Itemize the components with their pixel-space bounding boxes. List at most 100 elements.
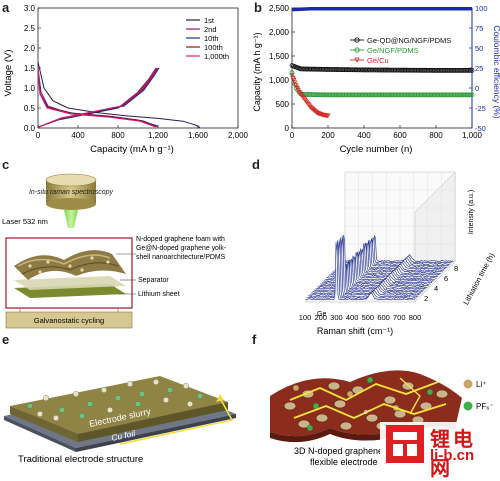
chart-d-zlabel: Lithiation time (h)	[461, 251, 496, 306]
chart-b-ytick-right-label: 0	[475, 84, 479, 93]
foam-pore	[328, 382, 340, 390]
chart-b-xtick-label: 400	[357, 131, 371, 140]
chart-b-xtick-label: 200	[321, 131, 335, 140]
laser-label: Laser 532 nm	[2, 217, 48, 226]
chart-a-series-charge	[38, 68, 156, 127]
watermark-logo-icon	[386, 425, 424, 463]
watermark-en: li-b.cn	[430, 447, 474, 464]
chart-a-ylabel: Voltage (V)	[3, 50, 14, 97]
electrolyte-ion	[367, 377, 373, 383]
chart-a-legend-label: 100th	[204, 43, 223, 52]
chart-d-xtick-label: 600	[377, 313, 390, 322]
li-ion-legend-dot	[464, 380, 473, 389]
chart-b-legend-label: Ge-QD@NG/NGF/PDMS	[367, 36, 451, 45]
chart-a-ytick-label: 2.5	[24, 24, 36, 33]
chart-b-ytick-right-label: 50	[475, 44, 483, 53]
chart-a-legend-label: 2nd	[204, 25, 217, 34]
chart-a-ytick-label: 1.5	[24, 64, 36, 73]
chart-a-ytick-label: 0.0	[24, 124, 36, 133]
chart-a-xtick-label: 2,000	[228, 131, 249, 140]
electrolyte-ion	[427, 389, 433, 395]
chart-b-ylabel-right: Coulombic efficiency (%)	[492, 25, 500, 119]
slurry-particle	[115, 395, 121, 401]
chart-a-xtick-label: 400	[71, 131, 85, 140]
chart-a-series-charge	[38, 68, 159, 127]
chart-a-xtick-label: 800	[111, 131, 125, 140]
foam-pore	[384, 396, 396, 404]
chart-b-xlabel: Cycle number (n)	[340, 144, 413, 155]
chart-a-ytick-label: 1.0	[24, 84, 36, 93]
chart-a-series-charge	[38, 68, 156, 127]
slurry-particle	[79, 413, 85, 419]
slurry-particle	[107, 407, 113, 413]
chart-b-ylabel: Capacity (mA h g⁻¹)	[252, 32, 262, 111]
chart-a-series-discharge	[38, 68, 158, 127]
chart-b-efficiency-series	[292, 9, 472, 10]
slurry-particle	[27, 403, 33, 409]
slurry-particle	[53, 415, 59, 421]
raman-ge-annotation: Ge	[317, 311, 326, 318]
slurry-particle	[127, 381, 133, 387]
electron-label-f: e⁻	[364, 409, 372, 416]
chart-a-ytick-label: 3.0	[24, 4, 36, 13]
chart-a-series-discharge	[38, 68, 156, 127]
slurry-particle	[153, 379, 159, 385]
foam-pore	[316, 414, 328, 422]
chart-a-series-discharge	[38, 68, 155, 127]
chart-b-legend-label: Ge/Cu	[367, 56, 389, 65]
slurry-particle	[101, 387, 107, 393]
chart-a-ytick-label: 0.5	[24, 104, 36, 113]
insitu-raman-schematic: In-situ raman spectroscopy Laser 532 nm …	[0, 162, 250, 332]
raman-waterfall-chart: 100 200 300 400 500 600 700 8002468 Ge Raman sh…	[255, 162, 500, 337]
chart-d-ztick-label: 2	[424, 294, 428, 303]
chart-b-ytick-label: 500	[276, 100, 290, 109]
chart-d-ztick-label: 6	[444, 274, 448, 283]
chart-b-legend-label: Ge/NGF/PDMS	[367, 46, 419, 55]
chart-a-series-charge	[38, 68, 157, 127]
foam-pore	[340, 422, 352, 430]
pf6-label: PF₆⁻	[476, 402, 494, 411]
slurry-particle	[135, 401, 141, 407]
pf6-legend-dot	[464, 402, 473, 411]
chart-d-xtick-label: 100	[299, 313, 312, 322]
chart-d-ztick-label: 8	[454, 264, 458, 273]
chart-d-ylabel: Intensity (a.u.)	[468, 190, 475, 234]
slurry-particle	[197, 393, 203, 399]
slurry-particle	[73, 391, 79, 397]
chart-b-xtick-label: 600	[393, 131, 407, 140]
chart-b-ytick-label: 0	[285, 124, 290, 133]
chart-b-ytick-right-label: 100	[475, 4, 488, 13]
slurry-particle	[87, 401, 93, 407]
chart-a-legend-label: 10th	[204, 34, 219, 43]
slurry-particle	[167, 387, 173, 393]
chart-b-ytick-label: 2,500	[269, 4, 290, 13]
separator-label: Separator	[138, 277, 169, 284]
chart-a-legend-label: 1st	[204, 16, 215, 25]
slurry-particle	[163, 397, 169, 403]
slurry-particle	[37, 411, 43, 417]
slurry-particle	[59, 407, 65, 413]
chart-d-xtick-label: 300	[330, 313, 343, 322]
chart-d-xtick-label: 800	[409, 313, 422, 322]
chart-a-xlabel: Capacity (mA h g⁻¹)	[90, 144, 174, 155]
slurry-particle	[183, 383, 189, 389]
traditional-electrode-illustration: Electrode slurry Cu foil e⁻ Traditional …	[0, 334, 250, 469]
chart-a-xtick-label: 1,200	[148, 131, 169, 140]
chart-a-ytick-label: 2.0	[24, 44, 36, 53]
foam-pore	[334, 400, 346, 408]
chart-d-ztick-label: 4	[434, 284, 438, 293]
watermark: 锂电网 li-b.cn	[380, 422, 498, 468]
slurry-particle	[139, 391, 145, 397]
chart-a-legend-label: 1,000th	[204, 52, 229, 61]
chart-b-ytick-label: 1,500	[269, 52, 290, 61]
chart-d-xtick-label: 400	[346, 313, 359, 322]
electron-label-e: e⁻	[210, 389, 219, 398]
chart-a-xtick-label: 1,600	[188, 131, 209, 140]
chart-b-ytick-right-label: -25	[475, 104, 486, 113]
chart-b-xtick-label: 0	[290, 131, 295, 140]
electrolyte-ion	[307, 425, 313, 431]
chart-b-ytick-right-label: 25	[475, 64, 483, 73]
foam-pore	[284, 402, 296, 410]
objective-top	[46, 174, 96, 186]
li-ion-label: Li⁺	[476, 380, 486, 389]
